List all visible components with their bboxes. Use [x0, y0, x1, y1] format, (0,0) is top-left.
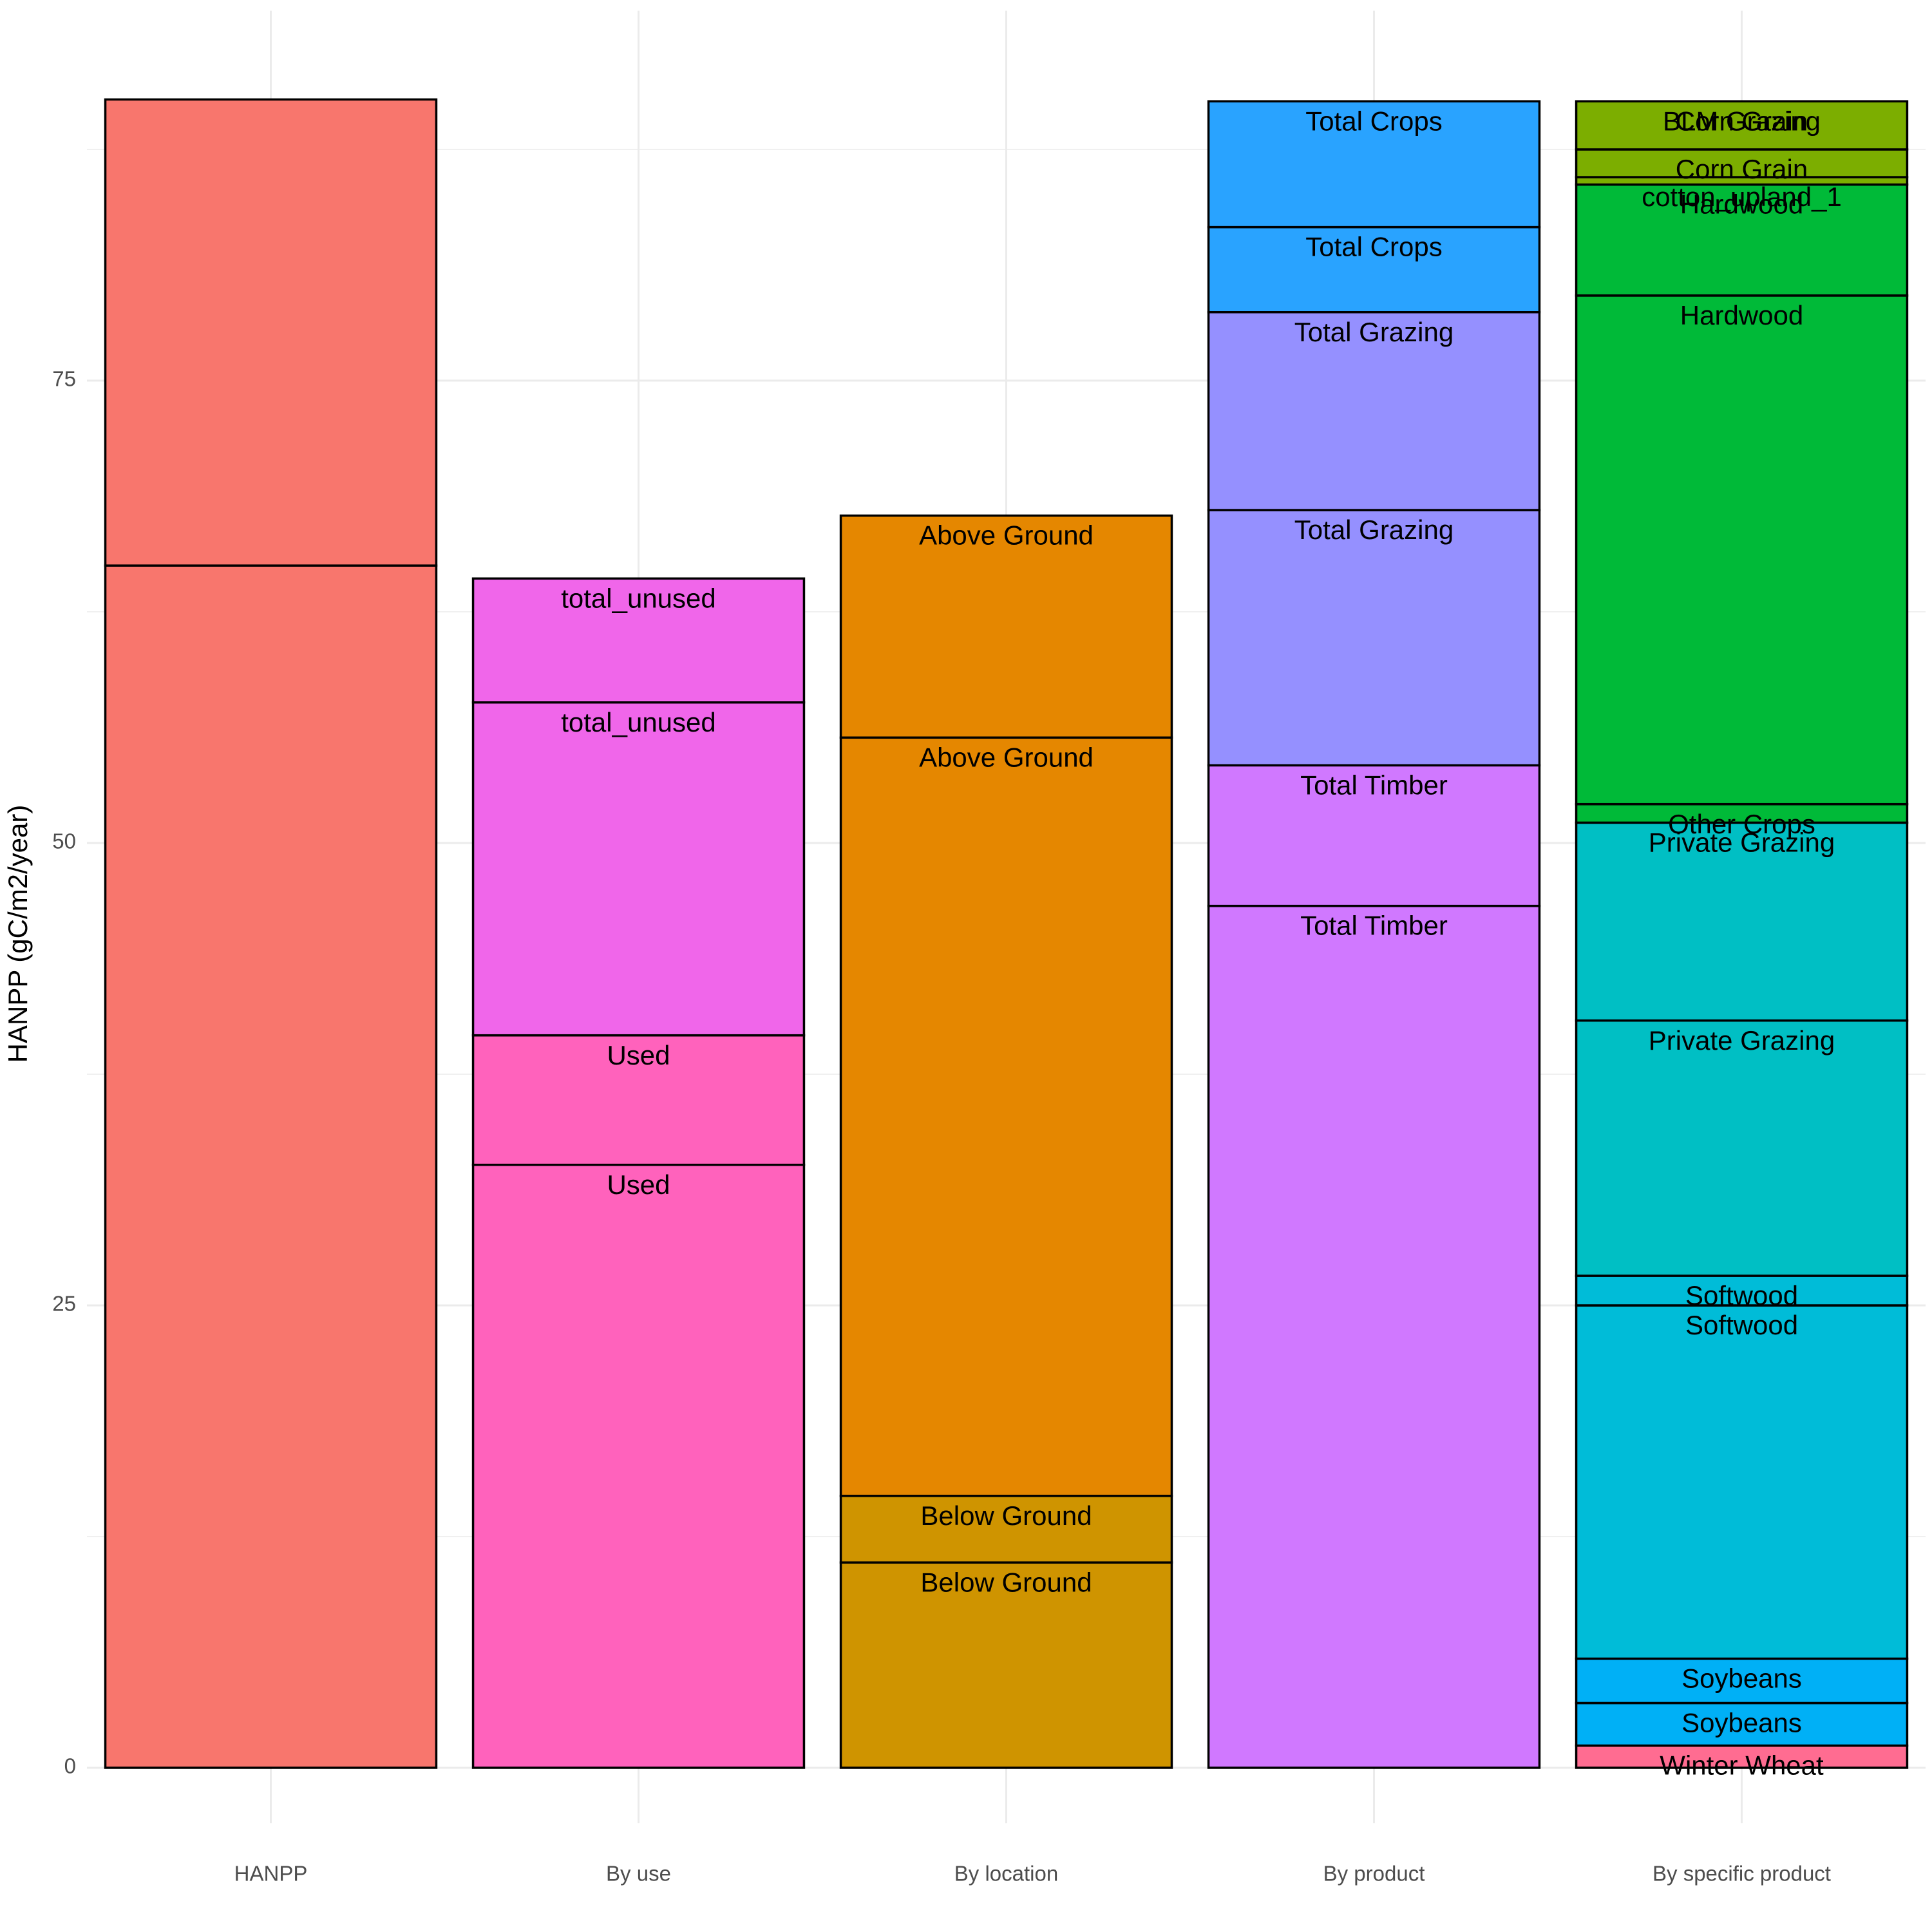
bar-segment — [1207, 225, 1541, 314]
segment-label: Above Ground — [919, 520, 1094, 551]
bar-segment — [1575, 1744, 1909, 1769]
bars — [104, 98, 1909, 1769]
y-tick-label: 25 — [52, 1292, 76, 1316]
segment-label: Softwood — [1685, 1280, 1798, 1311]
segment-label: Below Ground — [920, 1567, 1092, 1597]
segment-label: Soybeans — [1681, 1663, 1802, 1694]
y-tick-label: 50 — [52, 829, 76, 853]
segment-label: Above Ground — [919, 742, 1094, 772]
bar-segment — [1207, 904, 1541, 1769]
segment-label: Other Crops — [1668, 809, 1815, 839]
bar-segment — [1207, 310, 1541, 511]
x-tick-label: By specific product — [1653, 1862, 1831, 1886]
bar-segment — [471, 1034, 806, 1166]
segment-label: Used — [607, 1170, 670, 1200]
bar-segment — [1575, 1657, 1909, 1705]
segment-label: Private Grazing — [1649, 828, 1835, 858]
y-axis-title: HANPP (gC/m2/year) — [3, 805, 33, 1063]
segment-label: BLM Grazing — [1663, 106, 1821, 136]
bar-segment — [471, 577, 806, 704]
bar-segment — [471, 1163, 806, 1769]
segment-label: Below Ground — [920, 1501, 1092, 1531]
bar-segment — [1575, 821, 1909, 1022]
bar-segment — [1575, 148, 1909, 178]
bar-segment — [1207, 509, 1541, 767]
segment-label: Total Timber — [1300, 911, 1448, 941]
bar-segment — [104, 98, 438, 567]
bar-segment — [839, 736, 1173, 1497]
bar-segment — [1575, 1304, 1909, 1660]
bar-segment — [1207, 764, 1541, 907]
segment-label: Hardwood — [1680, 300, 1803, 330]
segment-label: Total Crops — [1305, 232, 1442, 262]
x-axis-ticks: HANPP By use By location By product By speci… — [234, 1862, 1831, 1886]
segment-label: total_unused — [561, 707, 716, 737]
bar-segment — [1575, 1019, 1909, 1277]
x-tick-label: By product — [1323, 1862, 1425, 1886]
bar-segment — [1575, 294, 1909, 806]
segment-label: total_unused — [561, 583, 716, 613]
bar-segment — [839, 514, 1173, 739]
segment-label: Total Timber — [1300, 770, 1448, 800]
x-tick-label: HANPP — [234, 1862, 308, 1886]
segment-labels: Used Used total_unused total_unused Below Gr… — [561, 106, 1842, 1780]
y-tick-label: 75 — [52, 367, 76, 391]
segment-label: Private Grazing — [1649, 1025, 1835, 1056]
x-tick-label: By use — [606, 1862, 671, 1886]
y-axis-ticks: 0 25 50 75 — [52, 367, 76, 1778]
bar-segment — [471, 701, 806, 1037]
bar-segment — [1575, 100, 1909, 151]
x-tick-label: By location — [954, 1862, 1058, 1886]
bar-segment — [1575, 183, 1909, 297]
segment-label: cotton_upland_1 — [1642, 182, 1842, 212]
segment-label: Total Grazing — [1294, 515, 1454, 545]
segment-label: Corn Grain — [1676, 154, 1808, 184]
bar-segment — [104, 564, 438, 1769]
bar-segment — [839, 1561, 1173, 1769]
bar-segment — [839, 1495, 1173, 1564]
segment-label: Total Crops — [1305, 106, 1442, 136]
segment-label: Hardwood — [1680, 189, 1803, 220]
segment-label: Corn Grain — [1676, 106, 1808, 136]
segment-label: Winter Wheat — [1660, 1750, 1824, 1781]
segment-label: Total Grazing — [1294, 317, 1454, 347]
segment-label: Softwood — [1685, 1310, 1798, 1340]
segment-label: Soybeans — [1681, 1708, 1802, 1738]
bar-segment — [1207, 100, 1541, 229]
segment-label: Used — [607, 1040, 670, 1070]
y-tick-label: 0 — [64, 1754, 76, 1778]
